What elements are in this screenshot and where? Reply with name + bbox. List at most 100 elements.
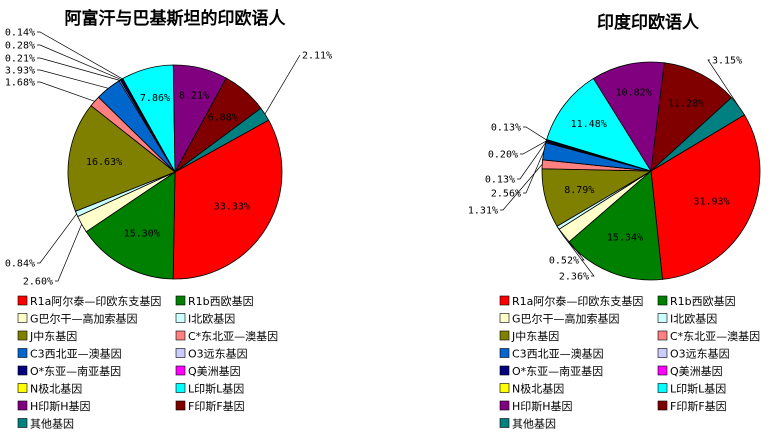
legend-label: F印斯F基因 bbox=[188, 400, 245, 413]
legend-item: I北欧基因 bbox=[175, 313, 235, 326]
legend-label: N极北基因 bbox=[30, 382, 82, 396]
legend-swatch bbox=[657, 295, 668, 306]
legend-label: C*东北亚—澳基因 bbox=[188, 330, 278, 343]
data-label: 0.13% bbox=[491, 123, 521, 134]
legend-swatch bbox=[17, 400, 28, 411]
legend-label: L印斯L基因 bbox=[670, 383, 726, 396]
legend-label: C3西北亚—澳基因 bbox=[512, 348, 604, 361]
legend: R1a阿尔泰—印欧东支基因 R1b西欧基因 G巴尔干—高加索基因 I北欧基因 J中东基因… bbox=[499, 294, 760, 431]
legend-item: C*东北亚—澳基因 bbox=[175, 330, 278, 343]
legend-swatch bbox=[17, 365, 28, 376]
data-label: 0.52% bbox=[549, 256, 579, 267]
legend-label: G巴尔干—高加索基因 bbox=[30, 312, 138, 326]
legend-swatch bbox=[175, 330, 186, 341]
leader-line bbox=[37, 57, 120, 81]
data-label: 10.82% bbox=[616, 88, 652, 99]
legend-label: H印斯H基因 bbox=[30, 400, 91, 413]
legend-swatch bbox=[175, 313, 186, 323]
legend-item: C3西北亚—澳基因 bbox=[17, 348, 122, 361]
data-label: 0.28% bbox=[5, 41, 35, 52]
data-label: 11.28% bbox=[668, 99, 704, 110]
data-label: 2.60% bbox=[23, 277, 53, 288]
chart-title: 印度印欧语人 bbox=[597, 12, 700, 33]
legend-item: 其他基因 bbox=[499, 418, 556, 431]
legend-swatch bbox=[499, 295, 510, 306]
legend-swatch bbox=[499, 383, 510, 393]
legend-label: R1b西欧基因 bbox=[670, 295, 736, 308]
legend-swatch bbox=[499, 365, 510, 376]
leader-line bbox=[37, 213, 77, 264]
legend-swatch bbox=[175, 365, 186, 376]
legend-item: N极北基因 bbox=[499, 382, 564, 396]
legend-swatch bbox=[657, 330, 668, 341]
legend-item: O3远东基因 bbox=[175, 348, 248, 361]
data-label: 1.68% bbox=[5, 78, 35, 89]
legend: R1a阿尔泰—印欧东支基因 R1b西欧基因 G巴尔干—高加索基因 I北欧基因 J中东基因… bbox=[17, 294, 278, 431]
legend-item: R1a阿尔泰—印欧东支基因 bbox=[17, 294, 161, 308]
legend-swatch bbox=[657, 383, 668, 393]
legend-swatch bbox=[17, 295, 28, 306]
data-label: 16.63% bbox=[86, 157, 122, 168]
legend-item: 其他基因 bbox=[17, 418, 74, 431]
legend-label: C*东北亚—澳基因 bbox=[670, 330, 760, 343]
data-label: 1.31% bbox=[468, 206, 498, 217]
legend-swatch bbox=[17, 383, 28, 393]
data-label: 33.33% bbox=[214, 202, 250, 213]
data-label: 0.13% bbox=[485, 175, 515, 186]
legend-item: J中东基因 bbox=[499, 330, 559, 343]
legend-label: 其他基因 bbox=[512, 418, 556, 431]
pie-slice bbox=[172, 119, 283, 280]
legend-swatch bbox=[657, 365, 668, 376]
legend-swatch bbox=[499, 418, 510, 428]
data-label: 3.15% bbox=[712, 56, 742, 67]
legend-item: R1a阿尔泰—印欧东支基因 bbox=[499, 294, 643, 308]
legend-label: C3西北亚—澳基因 bbox=[30, 348, 122, 361]
legend-swatch bbox=[499, 330, 510, 341]
legend-label: R1a阿尔泰—印欧东支基因 bbox=[30, 294, 161, 308]
pie-slice bbox=[85, 171, 176, 280]
data-label: 2.36% bbox=[559, 272, 589, 283]
legend-item: H印斯H基因 bbox=[499, 400, 573, 413]
legend-label: R1a阿尔泰—印欧东支基因 bbox=[512, 294, 643, 308]
slices bbox=[67, 64, 283, 280]
pie-slice bbox=[592, 61, 665, 173]
legend-label: R1b西欧基因 bbox=[188, 295, 254, 308]
leader-line bbox=[37, 44, 122, 80]
legend-swatch bbox=[657, 348, 668, 358]
leader-line bbox=[707, 59, 739, 107]
pie-slice bbox=[650, 62, 733, 173]
data-label: 2.56% bbox=[491, 189, 521, 200]
legend-item: G巴尔干—高加索基因 bbox=[17, 312, 138, 326]
data-label: 2.11% bbox=[302, 51, 332, 62]
legend-item: O*东亚—南亚基因 bbox=[17, 365, 121, 378]
leader-line bbox=[557, 227, 585, 261]
leader-line bbox=[517, 141, 547, 180]
legend-item: F印斯F基因 bbox=[657, 400, 727, 413]
data-label: 6.88% bbox=[208, 113, 238, 124]
leader-line bbox=[55, 224, 82, 282]
legend-label: J中东基因 bbox=[511, 330, 559, 343]
data-label: 11.48% bbox=[571, 119, 607, 130]
legend-swatch bbox=[175, 400, 186, 411]
data-label: 8.21% bbox=[179, 91, 209, 102]
legend-label: I北欧基因 bbox=[188, 313, 235, 326]
legend-item: I北欧基因 bbox=[657, 313, 717, 326]
leader-line bbox=[520, 140, 547, 155]
leader-line bbox=[264, 54, 301, 115]
legend-item: Q美洲基因 bbox=[175, 365, 241, 378]
leader-line bbox=[523, 126, 547, 141]
legend-item: L印斯L基因 bbox=[657, 383, 726, 396]
data-label: 3.93% bbox=[5, 66, 35, 77]
legend-label: Q美洲基因 bbox=[188, 365, 241, 378]
legend-swatch bbox=[657, 313, 668, 323]
legend-label: O*东亚—南亚基因 bbox=[512, 365, 603, 378]
legend-label: G巴尔干—高加索基因 bbox=[512, 312, 620, 326]
legend-swatch bbox=[499, 313, 510, 323]
pie-slice bbox=[650, 97, 745, 172]
pie-chart-afghan-pakistan: 阿富汗与巴基斯坦的印欧语人 33.33% 15.30% 2.60% 0.84% 16.6… bbox=[5, 8, 332, 431]
data-label: 0.84% bbox=[5, 259, 35, 270]
chart-title: 阿富汗与巴基斯坦的印欧语人 bbox=[65, 8, 287, 29]
legend-label: J中东基因 bbox=[29, 330, 77, 343]
legend-item: R1b西欧基因 bbox=[175, 295, 254, 308]
